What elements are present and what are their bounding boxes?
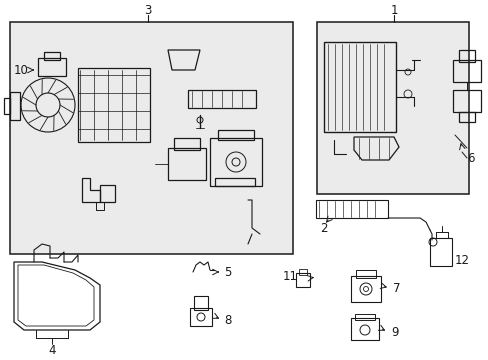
Bar [44, 52, 60, 60]
Bar [452, 60, 480, 82]
Bar [315, 200, 387, 218]
Bar [350, 276, 380, 302]
Bar [295, 273, 309, 287]
Bar [354, 314, 374, 320]
Text: 4: 4 [48, 343, 56, 356]
Text: 1: 1 [389, 4, 397, 17]
Text: 6: 6 [466, 152, 473, 165]
Bar [458, 112, 474, 122]
Bar [78, 68, 150, 142]
Bar [458, 50, 474, 62]
Bar [209, 138, 262, 186]
Text: 7: 7 [392, 282, 400, 294]
Bar [168, 148, 205, 180]
Bar [355, 270, 375, 278]
Text: 9: 9 [390, 325, 398, 338]
Bar [215, 178, 254, 186]
Text: 3: 3 [144, 4, 151, 17]
Bar [429, 238, 451, 266]
Bar [218, 130, 253, 140]
Bar [10, 22, 292, 254]
Bar [452, 90, 480, 112]
Text: 8: 8 [224, 314, 231, 327]
Bar [194, 296, 207, 310]
Text: 11: 11 [283, 270, 297, 284]
Text: 12: 12 [454, 253, 469, 266]
Bar [187, 90, 256, 108]
Bar [38, 58, 66, 76]
Text: 5: 5 [224, 266, 231, 279]
Bar [316, 22, 468, 194]
Text: 2: 2 [319, 221, 327, 234]
Bar [190, 308, 212, 326]
Bar [174, 138, 200, 150]
Bar [350, 318, 378, 340]
Bar [324, 42, 395, 132]
Text: 10: 10 [14, 63, 29, 77]
Bar [298, 269, 306, 275]
